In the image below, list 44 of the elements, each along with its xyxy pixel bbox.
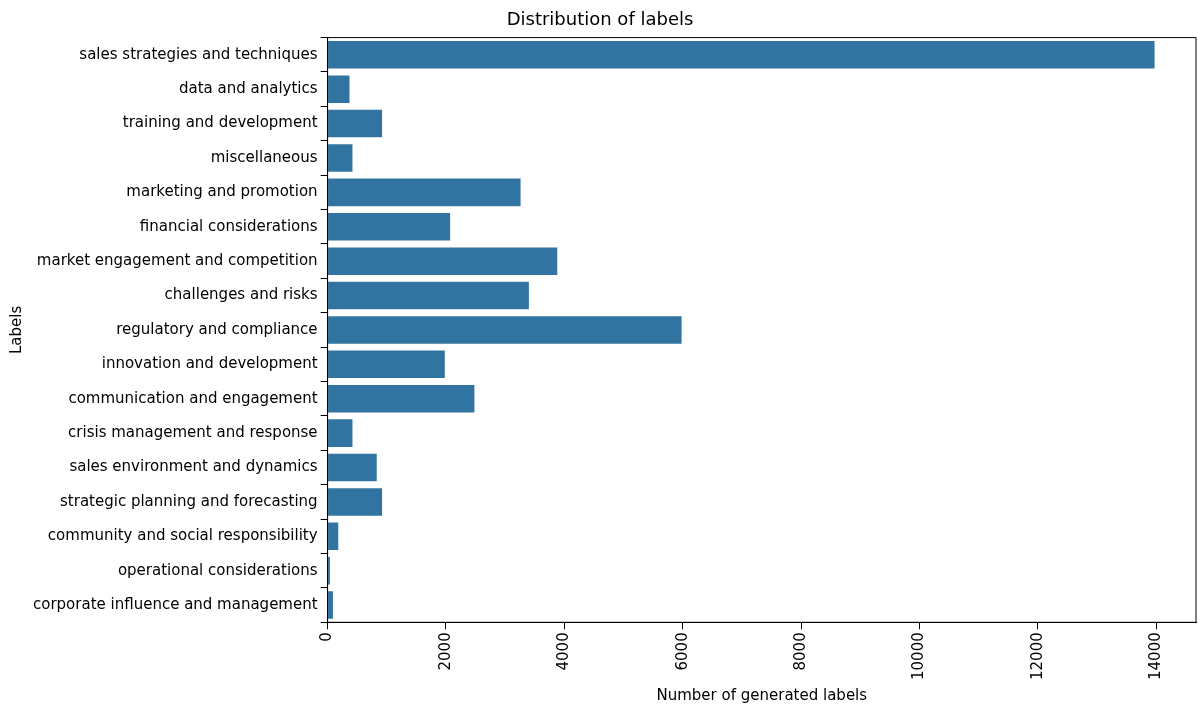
y-tick-label: strategic planning and forecasting <box>60 491 318 510</box>
y-tick-label: communication and engagement <box>68 388 318 407</box>
bar <box>328 522 339 551</box>
bar <box>328 109 383 138</box>
y-tick-label: challenges and risks <box>164 285 318 304</box>
bar <box>328 75 350 103</box>
y-tick-label: training and development <box>122 113 318 132</box>
y-tick-label: operational considerations <box>117 560 318 579</box>
x-tick-label: 10000 <box>909 632 928 680</box>
y-tick-label: innovation and development <box>101 354 318 373</box>
bar <box>328 350 445 379</box>
x-tick-label: 8000 <box>791 632 810 671</box>
bar <box>328 591 333 619</box>
x-tick-label: 12000 <box>1027 632 1046 680</box>
bar <box>328 384 475 413</box>
x-tick-label: 6000 <box>672 632 691 671</box>
x-tick-label: 0 <box>317 632 336 642</box>
x-tick-label: 4000 <box>554 632 573 671</box>
bar <box>328 419 353 447</box>
y-tick-label: regulatory and compliance <box>116 319 318 338</box>
bar <box>328 178 521 207</box>
bar <box>328 453 377 482</box>
chart-title: Distribution of labels <box>506 8 694 30</box>
bar <box>328 281 529 310</box>
y-tick-label: marketing and promotion <box>126 182 318 201</box>
y-tick-label: market engagement and competition <box>36 251 318 270</box>
y-tick-label: financial considerations <box>139 216 318 235</box>
x-tick-label: 14000 <box>1146 632 1165 680</box>
y-tick-label: data and analytics <box>179 79 318 98</box>
bar <box>328 144 353 172</box>
bar <box>328 488 383 516</box>
bar <box>328 213 451 241</box>
bar <box>328 41 1155 69</box>
bar <box>328 247 558 275</box>
bar <box>328 316 682 344</box>
y-tick-label: corporate influence and management <box>33 594 318 613</box>
x-tick-label: 2000 <box>435 632 454 671</box>
y-tick-label: sales strategies and techniques <box>79 44 318 63</box>
x-axis-title: Number of generated labels <box>656 685 868 704</box>
y-tick-label: miscellaneous <box>210 147 318 166</box>
y-tick-label: community and social responsibility <box>47 526 318 545</box>
y-tick-label: crisis management and response <box>68 423 318 442</box>
y-tick-label: sales environment and dynamics <box>69 457 318 476</box>
y-axis-title: Labels <box>6 305 25 355</box>
